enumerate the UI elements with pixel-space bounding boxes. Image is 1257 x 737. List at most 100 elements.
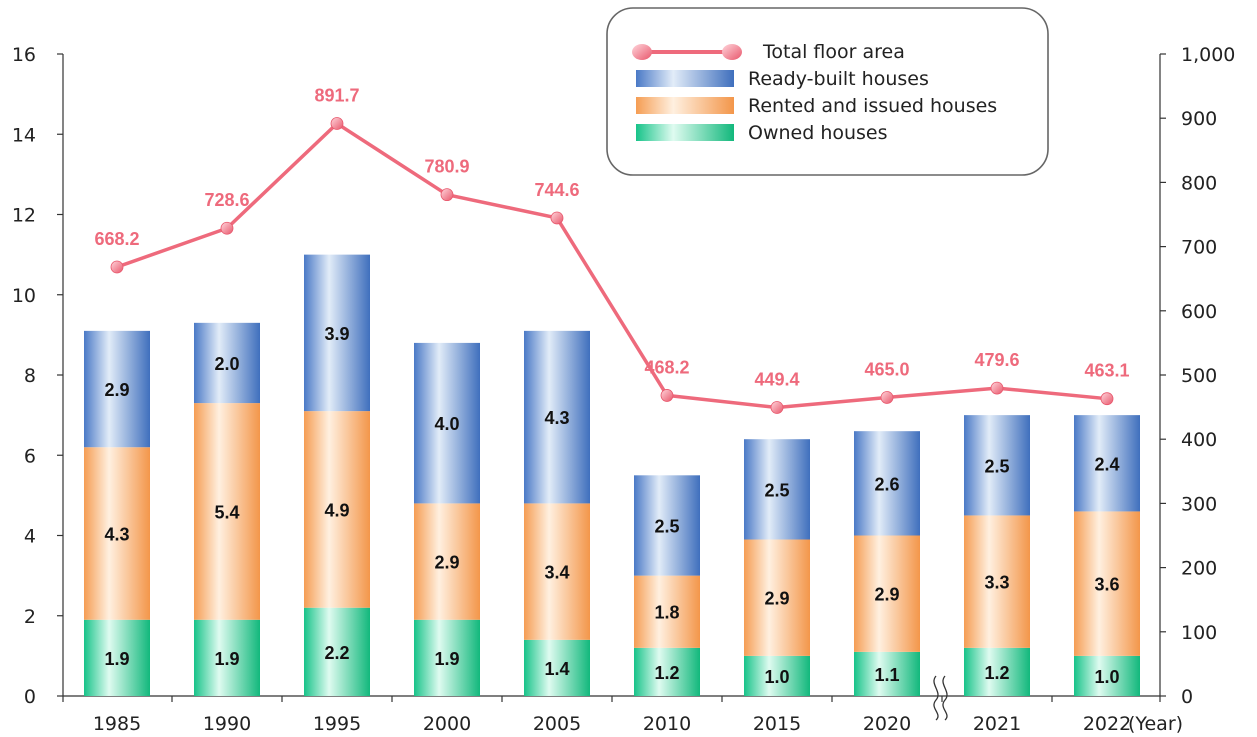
line-point-marker [1100,392,1114,406]
bar-value-label-owned: 1.2 [984,663,1009,683]
legend-label: Ready-built houses [748,68,929,90]
left-tick-label: 14 [12,124,36,146]
bar-segment-rented [304,411,370,608]
bar-value-label-ready: 2.9 [104,380,129,400]
bar-value-label-rented: 3.6 [1094,575,1119,595]
x-tick-label: 2005 [533,713,581,735]
legend-label: Owned houses [748,122,888,144]
x-tick-label: 1985 [93,713,141,735]
bar-value-label-ready: 2.5 [654,516,679,536]
legend-line-marker-right [722,44,742,60]
left-axis-ticks: 0 2 4 6 8 10 12 14 16 [12,44,63,708]
x-tick-label: 2010 [643,713,691,735]
right-tick-label: 200 [1181,558,1217,580]
bar-segment-owned [854,651,920,696]
line-point-marker [770,401,784,414]
legend-item-rented-and-issued-houses: Rented and issued houses [636,95,997,117]
bar-value-label-rented: 4.9 [324,500,349,520]
bar-segment-owned [634,647,700,696]
bar-value-label-ready: 2.6 [874,474,899,494]
legend-label: Rented and issued houses [748,95,997,117]
line-point-marker [880,391,894,404]
bar-value-label-rented: 2.9 [434,553,459,573]
bar-segment-rented [1074,511,1140,656]
bar-data-labels: 1.9 4.3 2.9 1.9 5.4 2.0 2.2 4.9 3.9 1.9 2.9 4.0 1.4 3… [104,324,1119,687]
bar-segment-rented [964,515,1030,648]
bar-value-label-rented: 3.3 [984,573,1009,593]
right-axis-ticks: 0 100 200 300 400 500 600 700 800 900 1,000 [1160,44,1235,708]
legend-label: Total floor area [762,41,905,63]
bar-value-label-rented: 2.9 [764,589,789,609]
bar-value-label-ready: 2.0 [214,354,239,374]
line-value-label: 728.6 [204,190,249,210]
bar-segment-owned [524,639,590,696]
bar-segment-rented [194,403,260,620]
bar-value-label-owned: 2.2 [324,643,349,663]
right-tick-label: 1,000 [1181,44,1235,66]
right-tick-label: 100 [1181,622,1217,644]
bar-value-label-owned: 1.0 [1094,667,1119,687]
line-value-label: 780.9 [424,157,469,177]
bar-segment-owned [744,655,810,696]
bar-value-label-ready: 2.5 [984,456,1009,476]
right-tick-label: 500 [1181,365,1217,387]
bar-segment-ready [1074,415,1140,512]
legend-box [606,7,1049,176]
x-tick-label: 1995 [313,713,361,735]
bar-segment-owned [964,647,1030,696]
right-tick-label: 600 [1181,301,1217,323]
bar-segment-ready [304,254,370,412]
bar-segment-rented [84,447,150,620]
line-value-label: 463.1 [1084,361,1129,381]
left-tick-label: 8 [24,365,36,387]
line-value-label: 465.0 [864,359,909,379]
legend: Total floor area Ready-built houses Rent… [606,7,1049,176]
bar-value-label-ready: 4.0 [434,414,459,434]
line-value-label: 744.6 [534,180,579,200]
legend-swatch [636,97,734,114]
bar-segment-rented [744,539,810,656]
x-unit-label: (Year) [1128,713,1183,735]
bar-value-label-owned: 1.2 [654,663,679,683]
line-value-label: 479.6 [974,350,1019,370]
right-tick-label: 300 [1181,493,1217,515]
line-point-marker [660,389,674,402]
bar-segment-rented [634,575,700,648]
bar-segment-ready [744,439,810,540]
x-tick-label: 2022 [1083,713,1131,735]
bar-segment-owned [414,619,480,696]
right-tick-label: 0 [1181,686,1193,708]
x-tick-label: 2021 [973,713,1021,735]
legend-item-total-floor-area: Total floor area [632,41,905,63]
bar-segment-ready [84,330,150,448]
line-value-label: 449.4 [754,369,799,389]
legend-swatch [636,70,734,87]
bar-segment-rented [524,503,590,640]
left-tick-label: 10 [12,285,36,307]
bar-segment-ready [414,342,480,504]
legend-swatch [636,124,734,141]
x-axis-tick-labels: 1985 1990 1995 2000 2005 2010 2015 2020 2021 2022 [93,713,1131,735]
bar-value-label-owned: 1.9 [104,649,129,669]
right-tick-label: 800 [1181,172,1217,194]
line-value-label: 668.2 [94,229,139,249]
line-point-marker [440,188,454,202]
bar-value-label-ready: 4.3 [544,408,569,428]
line-value-label: 891.7 [314,86,359,106]
bar-value-label-ready: 3.9 [324,324,349,344]
x-tick-label: 1990 [203,713,251,735]
bar-value-label-rented: 1.8 [654,603,679,623]
bar-segment-owned [84,619,150,696]
bar-segment-ready [854,431,920,536]
line-point-marker [330,117,344,130]
bar-segment-ready [194,322,260,404]
bar-value-label-owned: 1.9 [214,649,239,669]
bar-segment-ready [524,330,590,504]
right-tick-label: 900 [1181,108,1217,130]
bar-segment-owned [304,607,370,696]
left-tick-label: 2 [24,606,36,628]
left-tick-label: 6 [24,445,36,467]
line-point-marker [990,381,1004,395]
bar-series [84,254,1140,696]
